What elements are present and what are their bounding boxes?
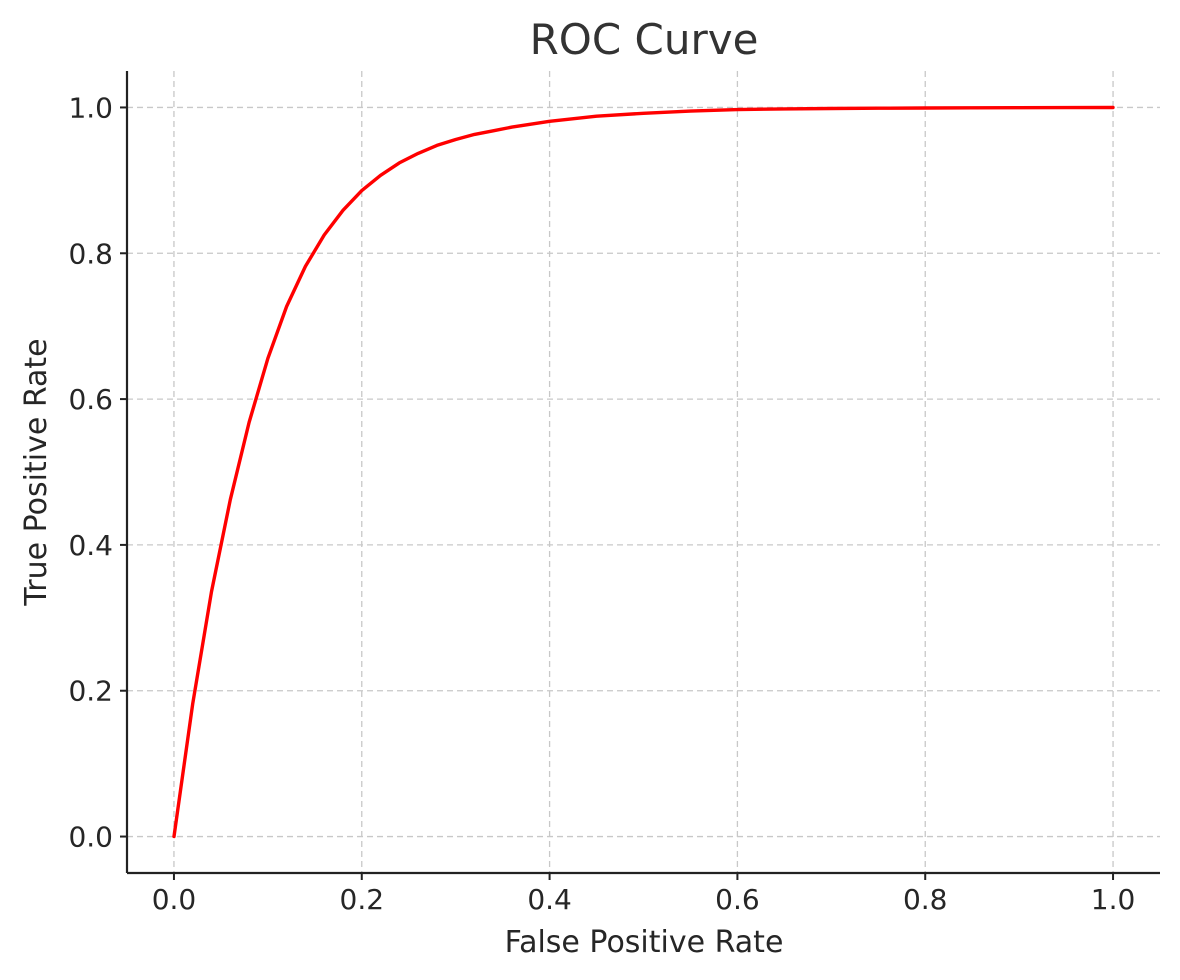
y-tick-label: 0.8 [68, 237, 113, 270]
y-tick-label: 0.4 [68, 529, 113, 562]
y-tick-label: 0.0 [68, 821, 113, 854]
grid [127, 71, 1160, 873]
ticks: 0.0 0.2 0.4 0.6 0.8 1.0 0.0 0.2 0.4 0.6 0.8 1.0 [68, 91, 1135, 916]
x-axis-label: False Positive Rate [505, 925, 784, 960]
y-axis-label: True Positive Rate [19, 338, 54, 606]
y-tick-label: 1.0 [68, 91, 113, 124]
roc-curve-line [172, 105, 1115, 839]
y-tick-label: 0.2 [68, 675, 113, 708]
plot-area [172, 105, 1115, 839]
y-tick-label: 0.6 [68, 383, 113, 416]
x-tick-label: 0.2 [340, 883, 385, 916]
x-tick-label: 0.4 [527, 883, 572, 916]
x-tick-label: 0.6 [715, 883, 760, 916]
x-tick-label: 1.0 [1091, 883, 1136, 916]
axes [125, 71, 1160, 875]
x-tick-label: 0.8 [903, 883, 948, 916]
chart-title: ROC Curve [530, 15, 759, 64]
x-tick-label: 0.0 [152, 883, 197, 916]
